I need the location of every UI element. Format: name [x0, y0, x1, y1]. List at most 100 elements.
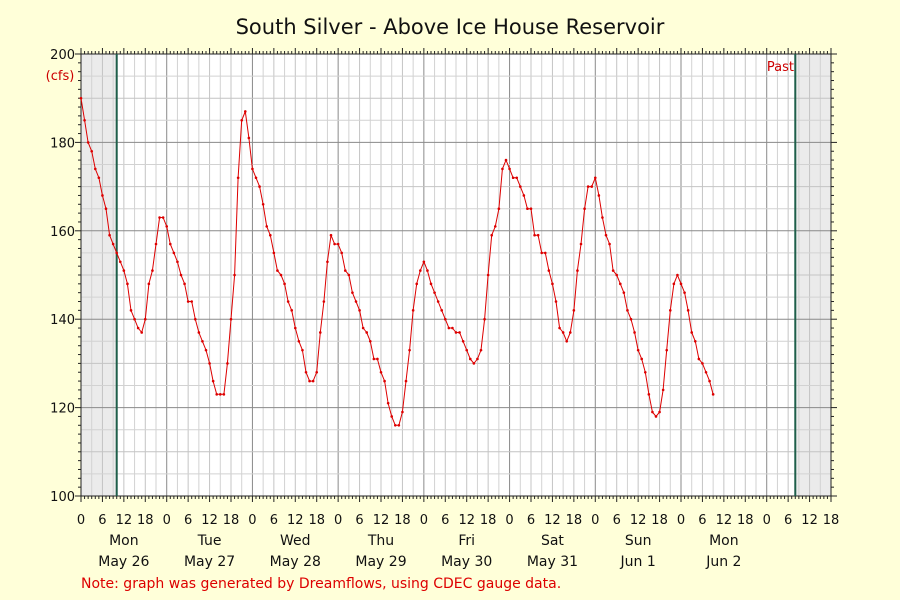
- x-tick-label: 18: [308, 513, 325, 528]
- data-point: [654, 415, 658, 418]
- data-point: [493, 225, 497, 228]
- date-label: May 26: [98, 554, 149, 570]
- data-point: [658, 410, 661, 414]
- data-point: [193, 317, 197, 321]
- data-point: [622, 291, 626, 294]
- x-tick-label: 0: [163, 513, 171, 528]
- data-point: [472, 362, 476, 365]
- x-tick-label: 18: [223, 513, 240, 528]
- x-tick-label: 12: [630, 513, 647, 528]
- data-point: [576, 269, 579, 272]
- data-point: [422, 260, 426, 264]
- data-point: [479, 348, 483, 352]
- day-name-label: Wed: [280, 533, 311, 549]
- data-point: [633, 331, 636, 334]
- data-point: [365, 331, 369, 334]
- data-point: [411, 309, 415, 312]
- x-tick-label: 6: [270, 513, 278, 528]
- y-tick-label: 180: [50, 136, 75, 151]
- data-point: [515, 176, 519, 180]
- day-name-label: Thu: [367, 533, 394, 549]
- data-point: [551, 282, 554, 286]
- data-point: [161, 216, 165, 219]
- data-point: [579, 242, 583, 246]
- data-point: [415, 282, 419, 286]
- y-tick-label: 200: [50, 48, 75, 63]
- date-label: May 29: [355, 554, 406, 570]
- data-point: [301, 348, 304, 352]
- data-point: [443, 317, 447, 321]
- data-point: [218, 393, 222, 396]
- data-point: [290, 309, 294, 312]
- data-point: [704, 370, 708, 374]
- data-point: [304, 370, 308, 374]
- data-point: [665, 348, 669, 352]
- x-tick-label: 18: [823, 513, 840, 528]
- day-name-label: Tue: [197, 533, 222, 549]
- data-point: [590, 185, 594, 188]
- data-point: [440, 309, 444, 312]
- data-point: [333, 242, 336, 246]
- data-point: [158, 216, 161, 219]
- data-point: [204, 348, 208, 352]
- data-point: [429, 282, 433, 286]
- x-tick-label: 0: [77, 513, 85, 528]
- x-tick-label: 18: [566, 513, 583, 528]
- data-point: [179, 273, 183, 277]
- data-point: [326, 260, 329, 264]
- data-point: [311, 379, 315, 383]
- data-point: [101, 194, 104, 197]
- x-tick-label: 18: [737, 513, 754, 528]
- data-point: [176, 260, 179, 264]
- data-point: [543, 251, 547, 255]
- x-tick-label: 18: [651, 513, 668, 528]
- data-point: [201, 340, 204, 343]
- data-point: [108, 233, 111, 237]
- data-point: [133, 317, 136, 321]
- data-point: [140, 331, 144, 334]
- data-point: [611, 269, 615, 272]
- data-point: [558, 326, 561, 330]
- data-point: [143, 317, 147, 321]
- data-point: [608, 242, 611, 246]
- x-tick-label: 12: [287, 513, 304, 528]
- data-point: [676, 273, 679, 277]
- data-point: [604, 233, 608, 237]
- data-point: [90, 149, 94, 153]
- data-point: [597, 194, 601, 197]
- x-tick-label: 0: [763, 513, 771, 528]
- data-point: [93, 167, 97, 171]
- data-point: [476, 357, 479, 361]
- data-point: [647, 393, 651, 396]
- data-point: [615, 273, 619, 277]
- data-point: [583, 207, 586, 210]
- data-point: [265, 225, 269, 228]
- data-point: [115, 251, 119, 255]
- data-point: [661, 388, 665, 392]
- data-point: [254, 176, 258, 180]
- data-point: [222, 393, 226, 396]
- data-point: [243, 110, 247, 113]
- grid-lines: [81, 54, 831, 496]
- data-point: [418, 269, 422, 272]
- flow-series: [79, 96, 715, 427]
- data-point: [401, 410, 404, 414]
- data-point: [451, 326, 454, 330]
- data-point: [508, 167, 511, 171]
- date-label: May 30: [441, 554, 492, 570]
- data-point: [668, 309, 672, 312]
- data-point: [540, 251, 544, 255]
- data-point: [393, 423, 397, 427]
- data-point: [358, 309, 361, 312]
- x-tick-label: 0: [591, 513, 599, 528]
- x-tick-label: 0: [505, 513, 513, 528]
- data-point: [568, 331, 572, 334]
- data-point: [272, 251, 276, 255]
- data-point: [147, 282, 151, 286]
- data-point: [286, 300, 290, 303]
- data-point: [561, 331, 565, 334]
- x-tick-label: 12: [801, 513, 818, 528]
- data-point: [490, 233, 494, 237]
